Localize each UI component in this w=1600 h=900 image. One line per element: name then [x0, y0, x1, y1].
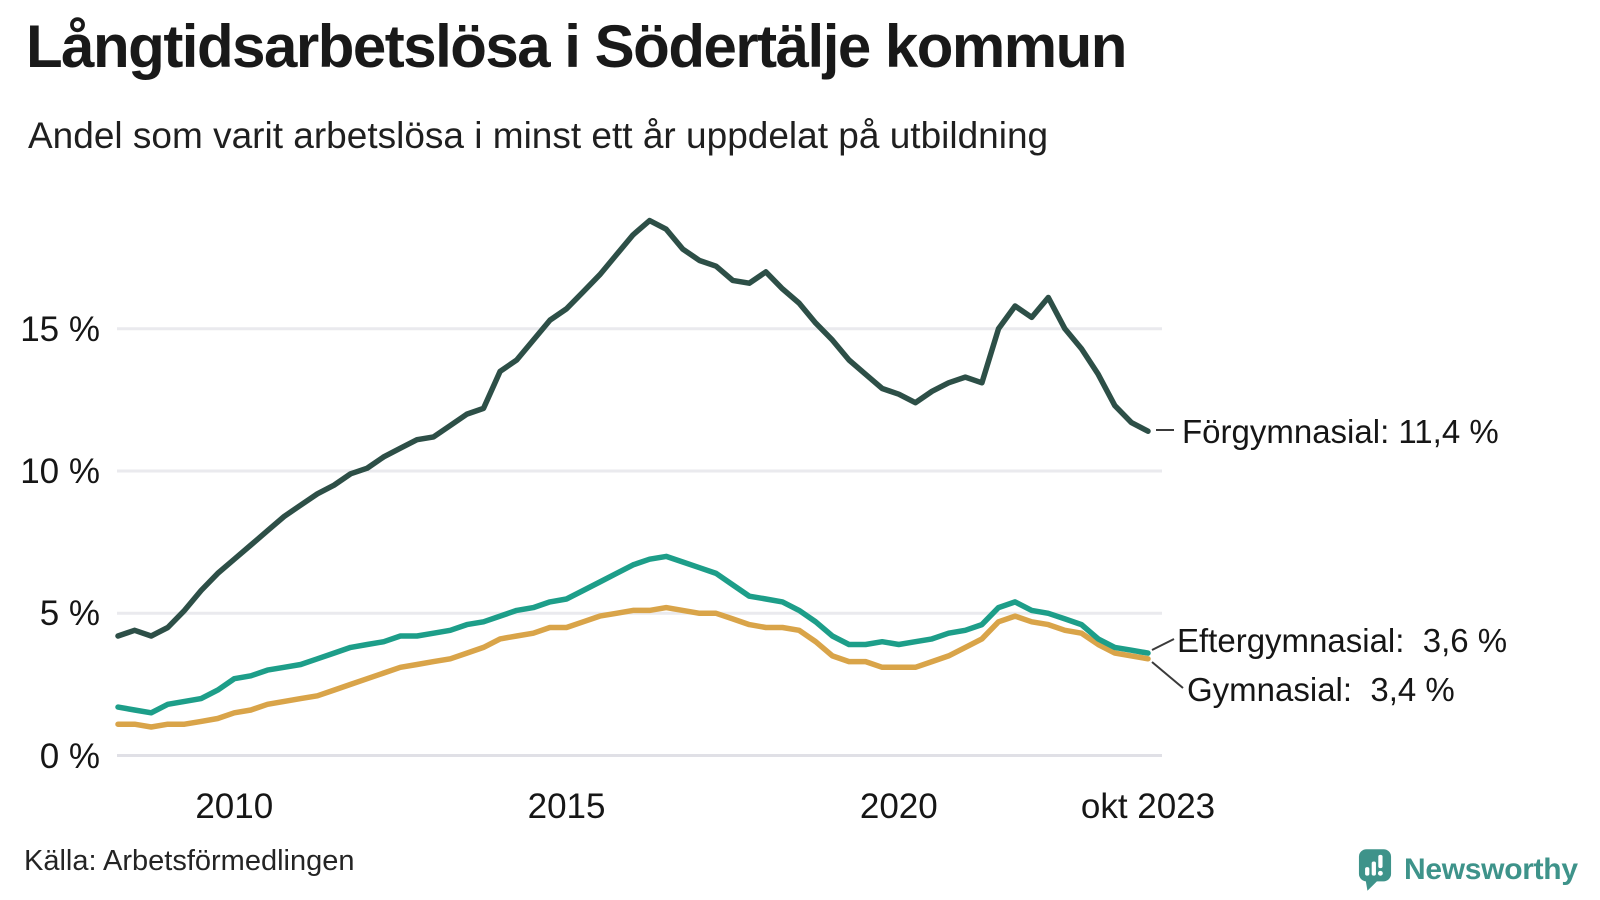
- chart-subtitle: Andel som varit arbetslösa i minst ett å…: [28, 115, 1049, 156]
- connector-eftergymnasial: [1151, 638, 1175, 651]
- series-lines: [115, 217, 1151, 730]
- series-line-förgymnasial: [115, 217, 1151, 639]
- series-label-eftergymnasial: Eftergymnasial: 3,6 %: [1177, 622, 1508, 659]
- y-tick-label: 15 %: [20, 309, 100, 349]
- series-label-gymnasial: Gymnasial: 3,4 %: [1187, 671, 1455, 708]
- connector-gymnasial: [1151, 661, 1184, 689]
- newsworthy-logo-text: Newsworthy: [1404, 853, 1578, 886]
- x-tick-label: 2020: [859, 787, 938, 826]
- x-tick-label: okt 2023: [1080, 787, 1216, 826]
- y-tick-label: 10 %: [20, 452, 100, 491]
- page-title: Långtidsarbetslösa i Södertälje kommun: [26, 13, 1127, 80]
- series-line-eftergymnasial: [115, 553, 1151, 716]
- series-line-gymnasial: [115, 604, 1151, 730]
- label-connectors: [1151, 429, 1184, 689]
- branding: Newsworthy: [1358, 848, 1578, 892]
- series-label-forgymnasial: Förgymnasial: 11,4 %: [1182, 413, 1499, 450]
- y-tick-label: 5 %: [39, 594, 100, 634]
- gridlines: [117, 327, 1162, 757]
- x-tick-label: 2015: [527, 787, 606, 826]
- y-tick-label: 0 %: [39, 736, 100, 776]
- x-tick-label: 2010: [195, 787, 274, 826]
- source-note: Källa: Arbetsförmedlingen: [24, 845, 355, 877]
- newsworthy-logo-icon: [1358, 849, 1392, 891]
